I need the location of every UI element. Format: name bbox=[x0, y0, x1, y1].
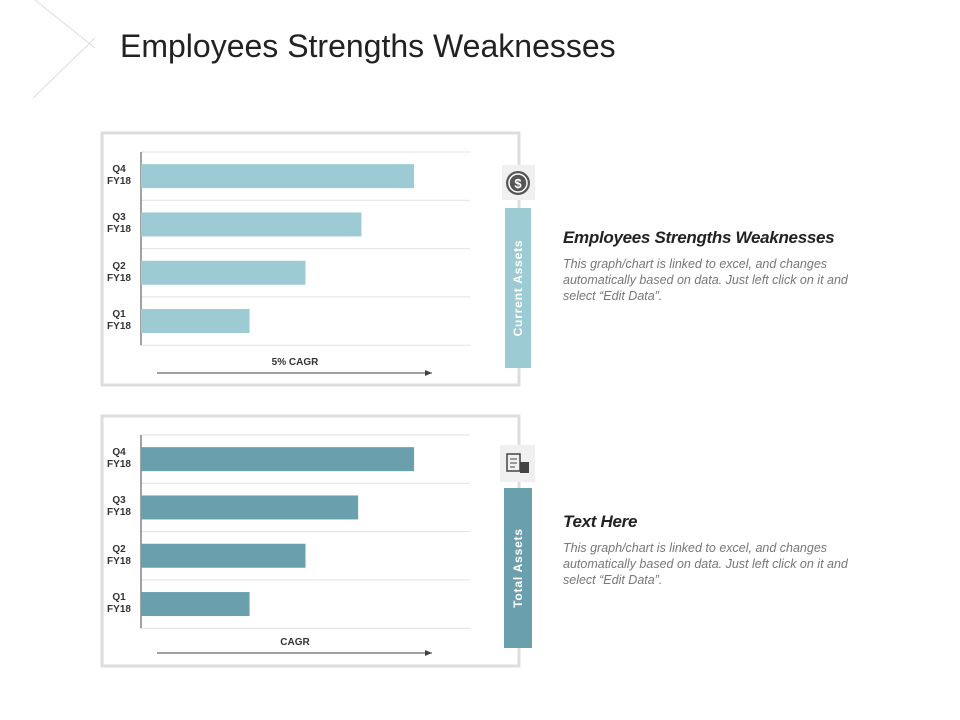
bar bbox=[141, 495, 359, 520]
clipboard-icon bbox=[500, 445, 535, 482]
bar bbox=[141, 164, 415, 189]
bar bbox=[141, 447, 415, 472]
y-tick-label: Q1 FY18 bbox=[107, 592, 131, 616]
bar bbox=[141, 260, 306, 285]
decor-line bbox=[34, 0, 96, 49]
x-axis-label: 5% CAGR bbox=[272, 357, 319, 368]
y-tick-label: Q2 FY18 bbox=[107, 260, 131, 284]
y-tick-label: Q4 FY18 bbox=[107, 164, 131, 188]
y-tick-label: Q2 FY18 bbox=[107, 543, 131, 567]
section-body: This graph/chart is linked to excel, and… bbox=[563, 257, 848, 303]
section-heading: Text Here bbox=[563, 512, 638, 531]
y-tick-label: Q3 FY18 bbox=[107, 212, 131, 236]
svg-text:$: $ bbox=[514, 176, 522, 191]
x-axis-label: CAGR bbox=[280, 637, 310, 648]
dollar-icon: $ bbox=[502, 165, 535, 200]
bar bbox=[141, 592, 250, 617]
y-tick-label: Q4 FY18 bbox=[107, 447, 131, 471]
side-label: Current Assets bbox=[511, 240, 525, 337]
slide-title: Employees Strengths Weaknesses bbox=[120, 28, 616, 64]
side-label-bar bbox=[504, 488, 532, 648]
text-section: Employees Strengths Weaknesses This grap… bbox=[563, 228, 848, 304]
bar bbox=[141, 309, 250, 334]
text-section: Text Here This graph/chart is linked to … bbox=[563, 512, 848, 588]
decor-line bbox=[32, 37, 96, 99]
y-tick-label: Q3 FY18 bbox=[107, 495, 131, 519]
y-tick-label: Q1 FY18 bbox=[107, 309, 131, 333]
side-label-bar bbox=[505, 208, 531, 368]
section-body: This graph/chart is linked to excel, and… bbox=[563, 541, 848, 587]
bar bbox=[141, 543, 306, 568]
section-heading: Employees Strengths Weaknesses bbox=[563, 228, 835, 247]
bar bbox=[141, 212, 362, 237]
side-label: Total Assets bbox=[511, 528, 525, 608]
